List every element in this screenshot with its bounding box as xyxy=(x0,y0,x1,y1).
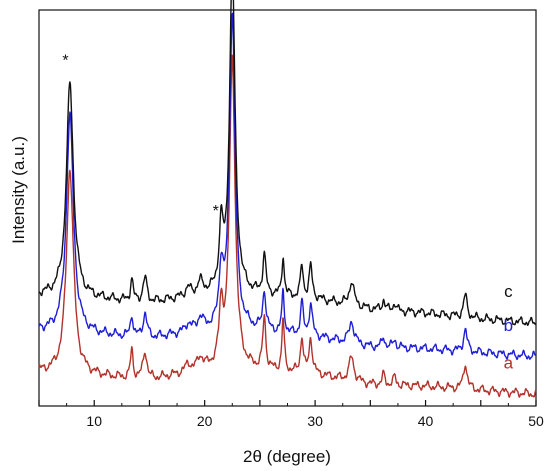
y-axis-label: Intensity (a.u.) xyxy=(9,136,28,244)
series-label-b: b xyxy=(504,316,513,335)
x-tick-label: 40 xyxy=(418,413,434,429)
series-line-a xyxy=(38,54,537,398)
series-line-b xyxy=(38,12,537,361)
peak-marker: * xyxy=(62,52,68,69)
peak-markers: *** xyxy=(62,52,219,220)
x-tick-label: 20 xyxy=(197,413,213,429)
peak-marker: * xyxy=(213,203,219,220)
x-tick-label: 30 xyxy=(307,413,323,429)
x-axis-ticks: 10 20 30 40 50 xyxy=(38,400,544,429)
series-layer xyxy=(38,0,537,398)
series-labels: abc xyxy=(504,282,514,372)
series-label-c: c xyxy=(504,282,513,301)
series-line-c xyxy=(38,0,537,326)
x-tick-label: 50 xyxy=(528,413,544,429)
x-tick-label: 10 xyxy=(86,413,102,429)
series-label-a: a xyxy=(504,353,514,372)
x-axis-label: 2θ (degree) xyxy=(243,447,331,466)
